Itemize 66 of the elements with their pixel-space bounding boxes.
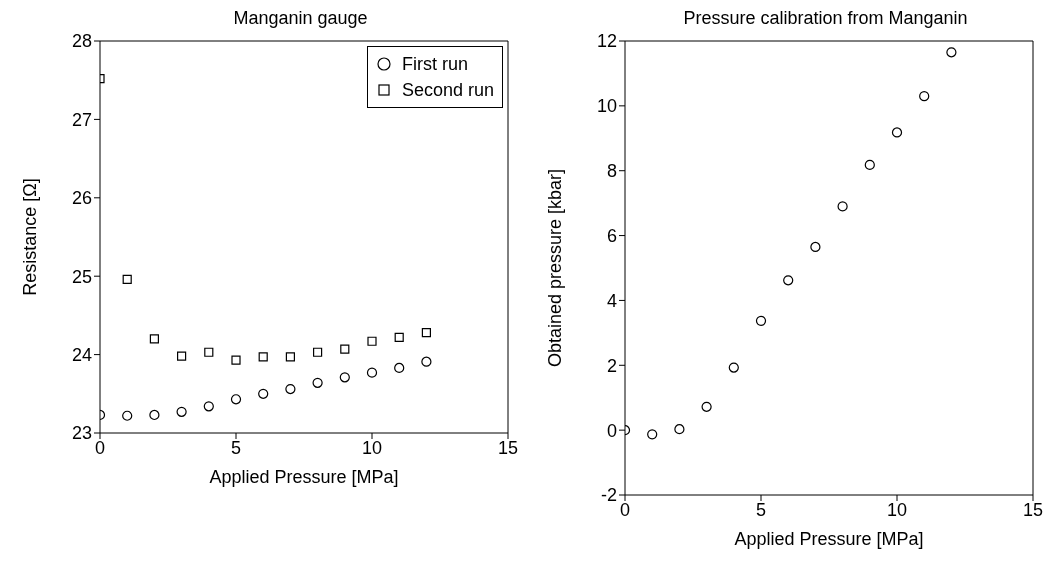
point [728, 362, 739, 373]
point [864, 159, 875, 170]
y-tick-label: -2 [600, 485, 617, 506]
point [783, 275, 794, 286]
point [231, 355, 241, 365]
x-tick-label: 5 [230, 437, 242, 458]
point [810, 241, 821, 253]
point [367, 336, 377, 346]
y-tick-label: 0 [606, 420, 617, 441]
point [149, 409, 160, 421]
point [394, 362, 405, 374]
point [149, 334, 159, 344]
legend-label: Second run [401, 79, 494, 102]
point [204, 347, 214, 357]
point [285, 352, 295, 362]
y-tick-label: 25 [71, 266, 92, 287]
y-axis-title: Obtained pressure [kbar] [545, 168, 566, 368]
x-tick-label: 5 [755, 499, 767, 520]
point [176, 406, 187, 417]
point [230, 394, 242, 405]
chart-title: Pressure calibration from Manganin [682, 8, 969, 30]
y-tick-label: 6 [606, 225, 617, 246]
point [258, 388, 269, 399]
y-tick-label: 12 [596, 31, 617, 52]
point [891, 127, 903, 138]
point [701, 401, 712, 412]
y-tick-label: 10 [596, 96, 617, 117]
y-axis-title: Resistance [Ω] [20, 178, 41, 296]
y-tick-label: 8 [606, 161, 617, 182]
y-tick-label: 27 [71, 109, 92, 130]
point [340, 344, 350, 354]
point [919, 91, 930, 102]
point [421, 356, 432, 367]
x-axis-title: Applied Pressure [MPa] [734, 529, 924, 549]
point [647, 429, 658, 440]
x-tick-label: 0 [94, 437, 106, 458]
point [394, 332, 404, 342]
point [421, 328, 431, 338]
point [837, 201, 848, 212]
point [674, 424, 685, 435]
point [755, 315, 767, 326]
y-tick-label: 28 [71, 31, 92, 52]
point [312, 377, 323, 388]
x-axis-title: Applied Pressure [MPa] [209, 467, 399, 487]
y-tick-label: 2 [606, 355, 617, 376]
point [258, 352, 268, 362]
point [285, 383, 296, 395]
y-tick-label: 4 [606, 290, 617, 311]
chart-title: Manganin gauge [232, 8, 369, 30]
x-tick-label: 15 [1022, 499, 1044, 520]
point [177, 351, 187, 361]
x-tick-label: 15 [497, 437, 519, 458]
point [366, 367, 378, 378]
x-tick-label: 0 [619, 499, 631, 520]
y-tick-label: 23 [71, 423, 92, 444]
y-tick-label: 26 [71, 188, 92, 209]
point [313, 347, 323, 357]
x-tick-label: 10 [361, 437, 383, 458]
point [946, 47, 957, 58]
legend-label: First run [401, 53, 468, 76]
point [122, 410, 133, 421]
point [339, 372, 350, 383]
point [203, 401, 214, 412]
point [122, 274, 132, 284]
y-tick-label: 24 [71, 344, 92, 365]
x-tick-label: 10 [886, 499, 908, 520]
